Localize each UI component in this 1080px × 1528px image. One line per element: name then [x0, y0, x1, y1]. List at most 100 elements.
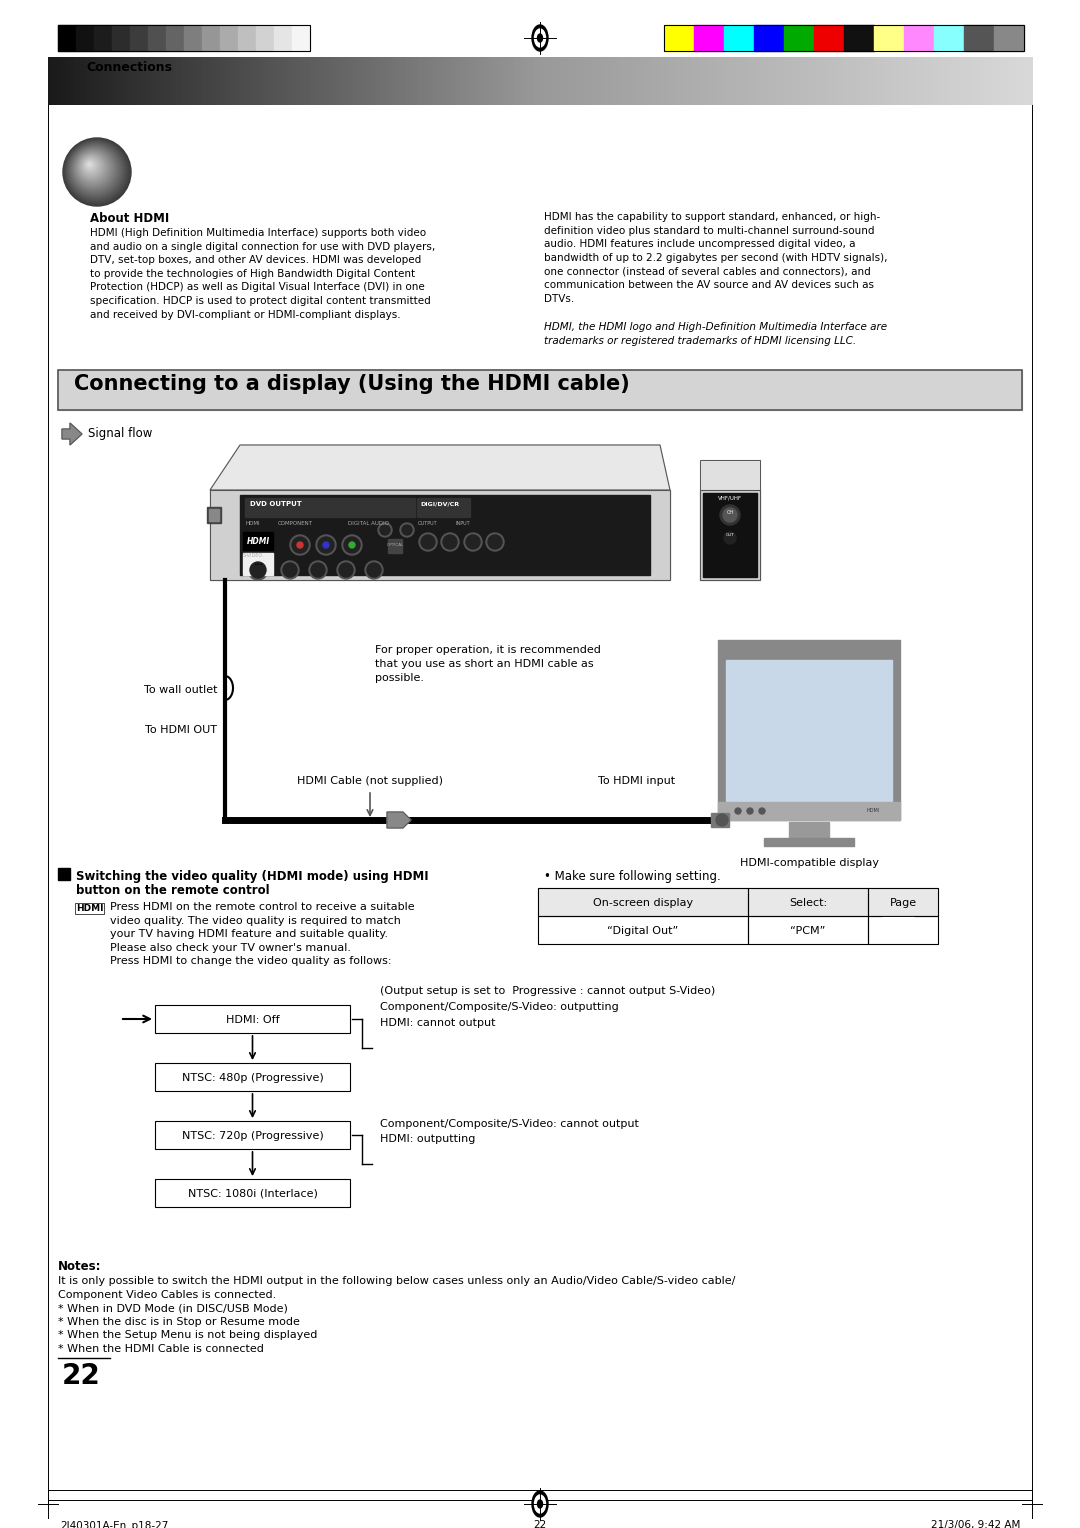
Text: HDMI: Off: HDMI: Off — [226, 1015, 280, 1025]
Bar — [990, 57, 994, 105]
Circle shape — [249, 562, 266, 578]
Bar — [1010, 57, 1013, 105]
Bar — [338, 57, 341, 105]
Circle shape — [84, 159, 96, 171]
Bar — [569, 57, 572, 105]
Bar — [950, 57, 954, 105]
Bar — [842, 57, 846, 105]
Bar — [151, 57, 154, 105]
Circle shape — [488, 535, 502, 549]
Bar — [727, 57, 730, 105]
Bar — [284, 57, 287, 105]
Circle shape — [747, 808, 753, 814]
Bar — [1015, 57, 1017, 105]
Bar — [748, 915, 868, 944]
Bar — [944, 57, 946, 105]
Bar — [882, 57, 885, 105]
Bar — [166, 57, 170, 105]
Bar — [70, 57, 73, 105]
Bar — [112, 24, 130, 50]
Text: COMPONENT: COMPONENT — [278, 521, 313, 526]
Bar — [126, 57, 130, 105]
Bar — [1025, 57, 1027, 105]
Bar — [653, 57, 657, 105]
Bar — [299, 57, 302, 105]
Bar — [198, 57, 201, 105]
Bar — [220, 57, 224, 105]
Bar — [528, 57, 530, 105]
Bar — [664, 24, 694, 50]
Bar — [195, 57, 199, 105]
Bar — [243, 553, 273, 575]
Bar — [858, 57, 861, 105]
Bar — [804, 57, 806, 105]
Bar — [702, 57, 705, 105]
Bar — [240, 495, 650, 575]
Bar — [58, 868, 70, 880]
Bar — [321, 57, 324, 105]
Text: • Make sure following setting.: • Make sure following setting. — [544, 869, 720, 883]
Bar — [55, 57, 58, 105]
Circle shape — [85, 160, 95, 170]
Circle shape — [342, 535, 362, 555]
Text: Switching the video quality (HDMI mode) using HDMI: Switching the video quality (HDMI mode) … — [76, 869, 429, 883]
Bar — [511, 57, 513, 105]
Bar — [238, 57, 241, 105]
Bar — [1022, 57, 1025, 105]
Bar — [400, 57, 403, 105]
Circle shape — [297, 542, 303, 549]
Bar — [178, 57, 181, 105]
Bar — [518, 57, 521, 105]
Bar — [326, 57, 329, 105]
Bar — [498, 57, 501, 105]
Circle shape — [83, 159, 97, 173]
Bar — [51, 57, 53, 105]
Text: Press HDMI on the remote control to receive a suitable
video quality. The video : Press HDMI on the remote control to rece… — [110, 902, 415, 966]
Bar — [838, 57, 840, 105]
Text: HDMI: outputting: HDMI: outputting — [380, 1134, 475, 1144]
Bar — [156, 1005, 350, 1033]
Bar — [833, 57, 836, 105]
Bar — [538, 888, 748, 915]
Bar — [218, 57, 220, 105]
Bar — [249, 57, 253, 105]
Bar — [417, 57, 420, 105]
Bar — [821, 57, 823, 105]
Bar — [1008, 57, 1011, 105]
Text: For proper operation, it is recommended
that you use as short an HDMI cable as
p: For proper operation, it is recommended … — [375, 645, 600, 683]
Bar — [688, 57, 690, 105]
Bar — [818, 57, 821, 105]
Bar — [459, 57, 462, 105]
Bar — [156, 1122, 350, 1149]
Bar — [156, 1122, 350, 1149]
Circle shape — [75, 150, 112, 188]
Bar — [292, 24, 310, 50]
Bar — [1000, 57, 1003, 105]
Bar — [985, 57, 988, 105]
Circle shape — [441, 533, 459, 552]
Bar — [607, 57, 609, 105]
Bar — [122, 57, 125, 105]
Bar — [698, 57, 701, 105]
Text: NTSC: 720p (Progressive): NTSC: 720p (Progressive) — [181, 1131, 323, 1141]
Bar — [188, 57, 191, 105]
Circle shape — [723, 507, 737, 523]
Text: HDMI: cannot output: HDMI: cannot output — [380, 1018, 496, 1028]
Bar — [446, 57, 449, 105]
Bar — [752, 57, 755, 105]
Bar — [788, 57, 792, 105]
Bar — [874, 24, 904, 50]
Text: On-screen display: On-screen display — [593, 898, 693, 908]
Bar — [256, 24, 274, 50]
Bar — [112, 57, 114, 105]
Bar — [779, 57, 782, 105]
Bar — [906, 57, 909, 105]
Bar — [1004, 57, 1008, 105]
Bar — [430, 57, 432, 105]
Bar — [144, 57, 147, 105]
Text: CH: CH — [727, 510, 733, 515]
Bar — [896, 57, 900, 105]
Bar — [777, 57, 779, 105]
Circle shape — [720, 504, 740, 526]
Circle shape — [716, 814, 728, 827]
